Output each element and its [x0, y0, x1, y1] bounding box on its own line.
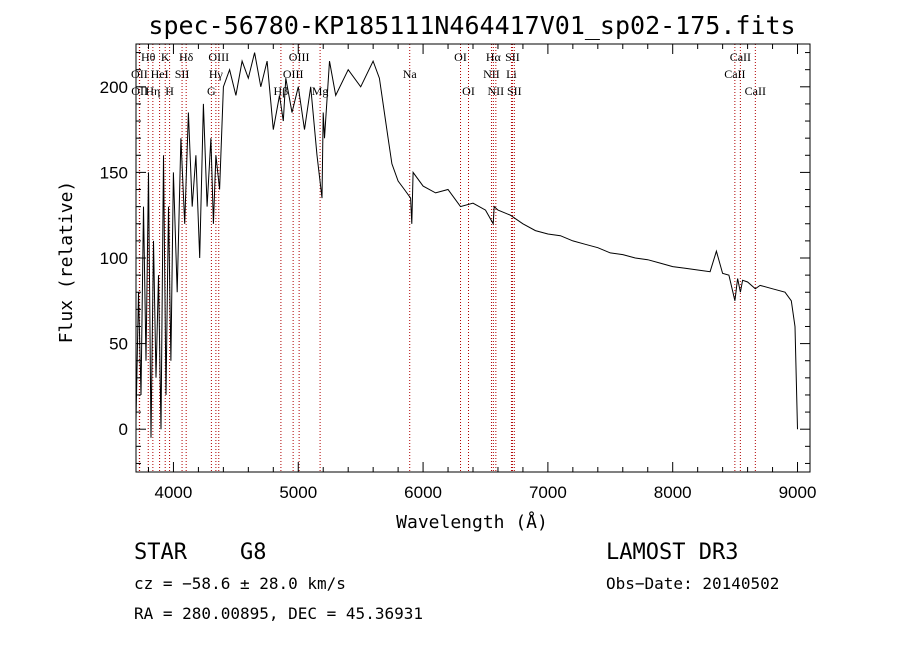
spectral-line-label: CaII [745, 84, 766, 98]
spectral-line-label: Li [506, 67, 517, 81]
y-tick-label: 150 [100, 163, 128, 182]
x-tick-label: 5000 [279, 483, 317, 502]
y-tick-label: 200 [100, 78, 128, 97]
spectral-line-label: H [165, 84, 174, 98]
spectral-line-markers [138, 44, 756, 472]
spectral-line-label: OIII [208, 50, 229, 64]
observation-date: Obs−Date: 20140502 [606, 574, 779, 593]
spectrum-line [135, 52, 798, 438]
spectral-line-label: NII [488, 84, 505, 98]
y-tick-label: 0 [119, 420, 128, 439]
survey-name: LAMOST DR3 [606, 540, 738, 565]
spectral-line-label: Hδ [179, 50, 194, 64]
spectral-line-label: Hη [145, 84, 160, 98]
spectral-line-label: G [207, 84, 216, 98]
spectral-line-label: OIII [289, 50, 310, 64]
spectral-line-label: Hα [486, 50, 502, 64]
spectral-line-label: SII [175, 67, 190, 81]
spectral-line-label: HeI [151, 67, 169, 81]
chart-title: spec-56780-KP185111N464417V01_sp02-175.f… [148, 11, 795, 40]
plot-frame [135, 43, 811, 473]
x-tick-label: 6000 [404, 483, 442, 502]
spectral-line-label: Hγ [209, 67, 224, 81]
spectral-line-label: SII [505, 50, 520, 64]
y-tick-label: 100 [100, 249, 128, 268]
spectral-line-label: Na [403, 67, 418, 81]
redshift-velocity: cz = −58.6 ± 28.0 km/s [134, 574, 346, 593]
coordinates: RA = 280.00895, DEC = 45.36931 [134, 604, 423, 623]
x-axis-label: Wavelength (Å) [396, 511, 548, 533]
x-tick-label: 8000 [654, 483, 692, 502]
spectral-line-label: SII [507, 84, 522, 98]
object-subclass: G8 [240, 540, 267, 565]
x-tick-label: 9000 [779, 483, 817, 502]
spectral-line-label: OI [454, 50, 467, 64]
spectral-line-label: CaII [724, 67, 745, 81]
y-axis-label: Flux (relative) [56, 181, 77, 344]
spectral-line-label: OII [131, 84, 148, 98]
spectral-line-label: Mg [312, 84, 329, 98]
spectral-line-label: NII [483, 67, 500, 81]
object-class: STAR [134, 540, 188, 565]
x-tick-label: 7000 [529, 483, 567, 502]
spectral-line-label: OIII [283, 67, 304, 81]
spectral-line-label: Hθ [141, 50, 156, 64]
spectral-line-label: OII [131, 67, 148, 81]
y-axis-ticks: 0 50 100 150 200 [100, 52, 810, 464]
spectral-line-label: OI [462, 84, 475, 98]
spectral-line-label: K [161, 50, 170, 64]
spectral-line-label: Hβ [274, 84, 289, 98]
spectral-line-label: CaII [730, 50, 751, 64]
y-tick-label: 50 [109, 335, 128, 354]
spectral-line-labels: Hθ Hη K H HeI SII Hδ OII OII OIII Hγ G OIII OIII Hβ Mg N… [131, 50, 766, 98]
x-tick-label: 4000 [155, 483, 193, 502]
x-axis-ticks: 4000 5000 6000 7000 8000 9000 [147, 44, 817, 502]
